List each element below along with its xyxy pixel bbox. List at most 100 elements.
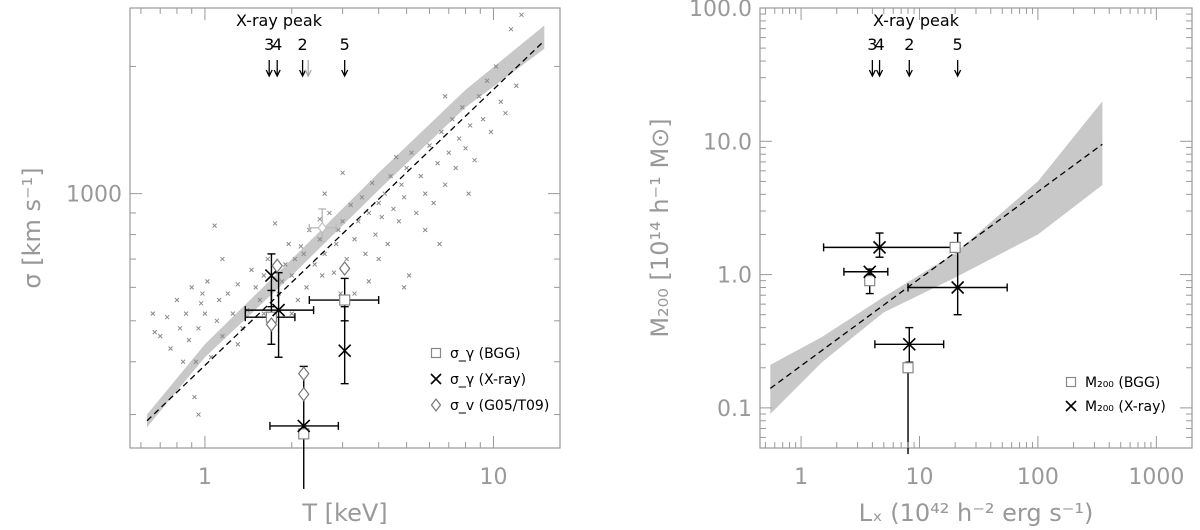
left-background-point-31 <box>261 273 267 278</box>
left-background-point-17 <box>205 278 210 284</box>
left-peak-arrow-3 <box>304 60 312 78</box>
left-background-point-65 <box>376 200 382 206</box>
left-background-point-118 <box>340 170 345 176</box>
left-background-point-14 <box>198 300 204 306</box>
left-plot-frame <box>129 7 561 449</box>
left-peak-arrow-1 <box>273 60 281 78</box>
left-background-point-105 <box>376 256 382 262</box>
right-peak-arrow-0 <box>868 60 876 78</box>
left-background-point-46 <box>312 262 317 267</box>
right-y-axis-title: M₂₀₀ [10¹⁴ h⁻¹ M⊙] <box>646 118 674 337</box>
left-background-point-15 <box>200 291 205 296</box>
left-background-point-73 <box>399 182 404 188</box>
left-background-point-38 <box>286 241 291 247</box>
left-background-point-7 <box>180 359 186 365</box>
left-tick-layer: 1 10 1000 <box>66 8 560 490</box>
left-background-point-86 <box>446 150 452 156</box>
left-background-point-8 <box>183 311 189 316</box>
left-peak-layer: 34 2 5 <box>264 35 350 78</box>
right-ytick-label-3: 100.0 <box>689 0 752 22</box>
left-background-point-24 <box>230 311 236 316</box>
left-background-point-62 <box>366 210 372 216</box>
left-peak-label-0: 3 <box>264 35 274 54</box>
left-background-point-34 <box>272 221 278 226</box>
right-series-0-point-2 <box>949 241 961 253</box>
left-peak-label-4: 5 <box>340 35 350 54</box>
left-background-point-28 <box>249 267 254 273</box>
left-background-point-1 <box>152 329 158 335</box>
left-series-2-point-0 <box>271 258 283 274</box>
left-legend: σ_γ (BGG) σ_γ (X-ray) σ_v (G05/T09) <box>430 346 549 414</box>
left-background-point-48 <box>319 273 325 278</box>
right-peak-layer: 34 2 5 <box>867 35 963 78</box>
left-legend-symbol-0 <box>430 347 442 359</box>
right-marker-layer <box>822 232 1008 455</box>
left-background-point-6 <box>177 325 183 331</box>
left-background-point-11 <box>192 394 197 400</box>
left-background-point-103 <box>519 12 524 18</box>
left-background-point-68 <box>385 241 391 247</box>
left-peak-label-2: 2 <box>298 35 308 54</box>
left-series-1-point-2 <box>297 419 311 433</box>
right-xtick-label-3: 1000 <box>1128 465 1184 490</box>
left-background-point-111 <box>422 227 428 233</box>
left-background-point-32 <box>265 256 271 262</box>
left-background-point-116 <box>466 191 471 196</box>
left-background-point-22 <box>220 333 225 339</box>
right-legend-symbol-0 <box>1065 376 1077 388</box>
right-fit-layer <box>769 143 1103 389</box>
left-background-point-42 <box>298 244 304 249</box>
left-background-point-109 <box>261 311 267 316</box>
left-background-point-74 <box>401 194 407 200</box>
left-background-point-58 <box>352 236 357 242</box>
left-background-point-113 <box>366 278 372 284</box>
left-legend-symbol-2 <box>430 398 442 412</box>
left-background-point-76 <box>406 273 412 278</box>
left-background-point-70 <box>391 206 396 212</box>
left-background-point-84 <box>439 129 444 135</box>
left-background-point-104 <box>352 291 357 296</box>
left-marker-layer <box>244 208 380 489</box>
left-background-point-47 <box>317 236 323 242</box>
left-background-point-21 <box>216 297 222 303</box>
left-background-point-98 <box>493 64 499 69</box>
right-band-layer <box>770 101 1103 414</box>
left-background-point-0 <box>150 311 156 316</box>
left-xtick-label-0: 1 <box>198 465 212 490</box>
right-series-1-point-2 <box>902 337 916 351</box>
right-peak-arrow-2 <box>905 60 913 78</box>
right-panel: 1 10 100 1000 0.1 1.0 10.0 100.0 34 2 5 X-ray pea… <box>646 0 1193 527</box>
left-background-point-92 <box>467 123 473 128</box>
right-legend-symbol-1 <box>1065 400 1077 412</box>
left-fit-line <box>146 40 545 422</box>
right-ytick-label-2: 10.0 <box>703 130 752 155</box>
right-series-0-point-0 <box>864 275 876 287</box>
left-background-point-78 <box>413 210 419 216</box>
left-background-point-80 <box>422 191 428 196</box>
left-background-point-60 <box>359 194 365 200</box>
left-fit-layer <box>146 40 545 422</box>
left-panel: 1 10 1000 34 2 5 X-ray peak T [keV] σ [km s⁻… <box>18 7 561 527</box>
right-series-1-errorbar-0 <box>822 232 956 258</box>
left-scatter-band <box>147 25 545 428</box>
left-series-0-point-1 <box>339 294 351 306</box>
right-xtick-label-0: 1 <box>794 465 808 490</box>
left-background-point-100 <box>503 110 508 116</box>
left-band-layer <box>147 25 545 428</box>
left-background-point-81 <box>427 143 432 148</box>
right-ytick-label-1: 1.0 <box>717 264 752 289</box>
left-background-point-64 <box>373 232 378 237</box>
left-legend-label-2: σ_v (G05/T09) <box>450 398 549 414</box>
left-background-point-77 <box>409 150 414 156</box>
left-series-1-point-3 <box>338 344 352 358</box>
left-series-1-errorbar-2 <box>269 365 340 489</box>
left-background-point-96 <box>484 78 490 84</box>
right-peak-label-0: 3 <box>867 35 877 54</box>
right-series-1-point-3 <box>951 280 965 295</box>
left-background-point-99 <box>498 99 504 105</box>
right-tick-layer: 1 10 100 1000 0.1 1.0 10.0 100.0 <box>689 0 1193 490</box>
left-background-point-29 <box>253 285 259 290</box>
left-background-point-25 <box>235 281 241 287</box>
left-background-point-36 <box>279 278 285 284</box>
right-ytick-label-0: 0.1 <box>717 397 752 422</box>
